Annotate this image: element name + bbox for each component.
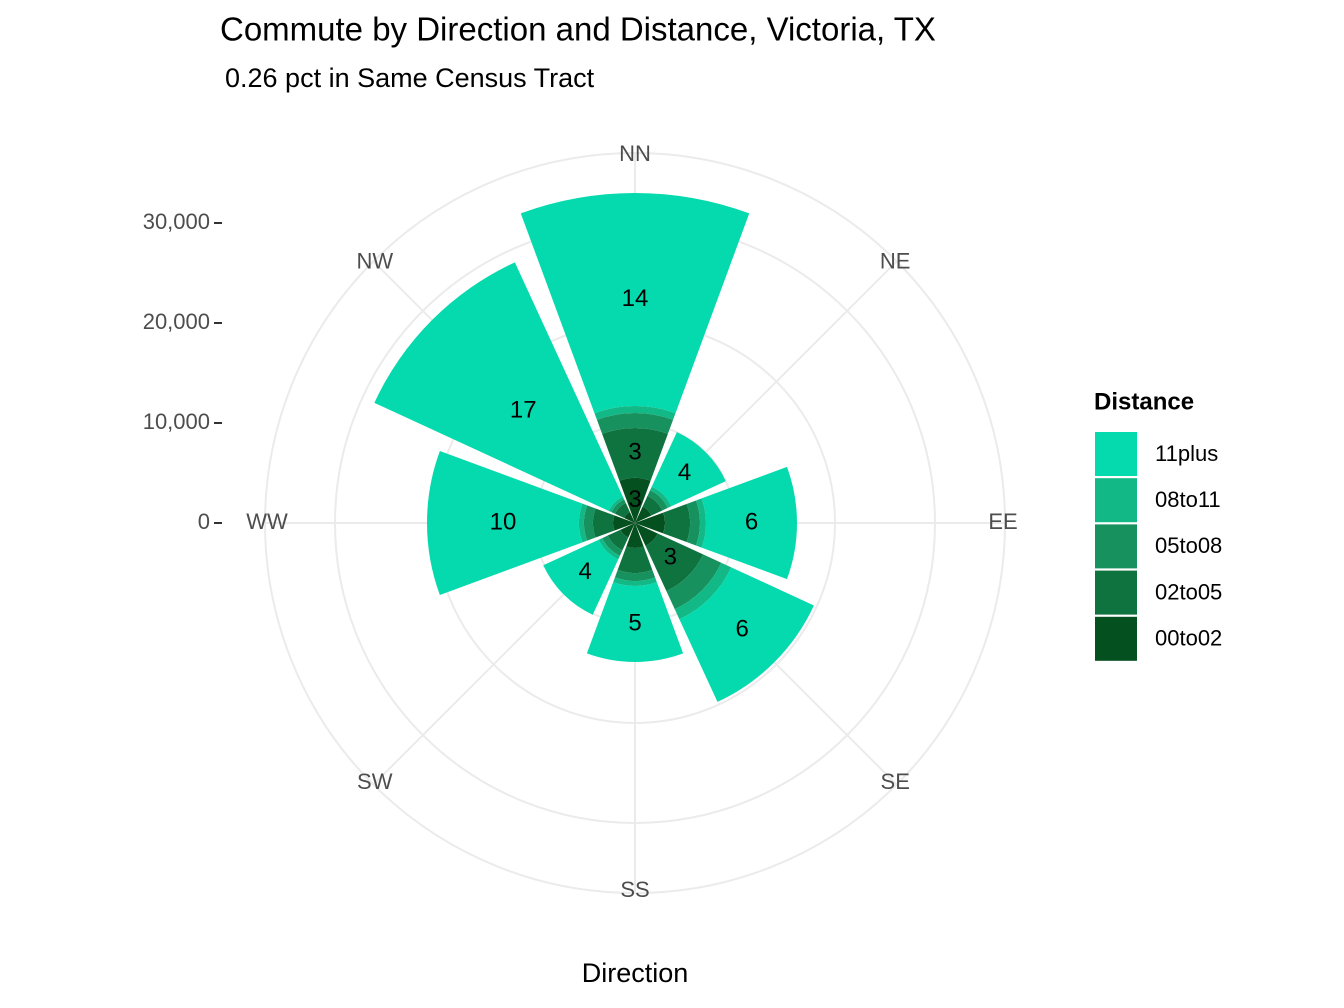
- bar-segment: [666, 554, 722, 610]
- legend-key: [1095, 570, 1137, 615]
- bar-label: 10: [490, 508, 517, 535]
- legend-title: Distance: [1094, 388, 1194, 415]
- bar-segment: [626, 523, 644, 548]
- bar-segment: [674, 562, 732, 620]
- bar-segment: [663, 503, 690, 543]
- bar-label: 3: [664, 544, 677, 571]
- bar-segment: [374, 262, 623, 511]
- legend-label: 05to08: [1155, 533, 1222, 558]
- legend-label: 02to05: [1155, 579, 1222, 604]
- x-tick-label: NW: [356, 249, 393, 274]
- bar-label: 14: [622, 285, 649, 312]
- bar-segment: [647, 490, 668, 511]
- bar-segment: [583, 505, 596, 541]
- bar-segment: [620, 523, 635, 538]
- chart-subtitle: 0.26 pct in Same Census Tract: [225, 63, 595, 93]
- bar-segment: [642, 495, 663, 516]
- legend-label: 08to11: [1155, 487, 1221, 512]
- x-tick-label: WW: [246, 509, 288, 534]
- bar-segment: [701, 466, 797, 580]
- bar-segment: [427, 451, 583, 595]
- bar-segment: [613, 515, 635, 531]
- bar-label: 5: [628, 609, 641, 636]
- y-tick-label: 10,000: [143, 409, 210, 434]
- bar-segment: [602, 535, 623, 556]
- y-tick-label: 30,000: [143, 209, 210, 234]
- bar-segment: [586, 582, 684, 662]
- y-tick-label: 20,000: [143, 309, 210, 334]
- legend-key: [1095, 616, 1137, 661]
- bar-label: 3: [628, 486, 641, 513]
- x-axis-title: Direction: [582, 958, 689, 988]
- x-tick-label: SE: [881, 769, 910, 794]
- bar-segment: [520, 193, 750, 414]
- bar-segment: [596, 412, 674, 434]
- bar-segment: [608, 496, 625, 513]
- bar-segment: [592, 508, 615, 538]
- x-tick-label: NN: [619, 141, 651, 166]
- bar-segment: [686, 500, 700, 546]
- chart-title: Commute by Direction and Distance, Victo…: [220, 11, 936, 48]
- x-tick-label: SW: [357, 769, 393, 794]
- legend-key: [1095, 524, 1137, 569]
- bar-label: 4: [578, 558, 591, 585]
- legend-key: [1095, 478, 1137, 523]
- bar-segment: [624, 512, 635, 523]
- bar-segment: [602, 428, 668, 481]
- bar-segment: [635, 523, 658, 546]
- bar-label: 6: [735, 615, 748, 642]
- bar-segment: [579, 503, 588, 543]
- y-tick-label: 0: [198, 509, 210, 534]
- bar-segment: [615, 503, 630, 518]
- bar-segment: [543, 539, 619, 615]
- bar-segment: [651, 432, 726, 507]
- legend-label: 11plus: [1155, 441, 1218, 466]
- x-tick-label: EE: [988, 509, 1017, 534]
- bar-segment: [619, 478, 651, 523]
- bar-segment: [635, 512, 665, 534]
- legend-key: [1095, 432, 1137, 476]
- bar-segment: [611, 499, 626, 514]
- bar-label: 17: [510, 397, 537, 424]
- bar-segment: [679, 567, 814, 702]
- bar-segment: [598, 538, 620, 560]
- bar-segment: [650, 486, 672, 508]
- bar-segment: [645, 533, 704, 592]
- x-tick-label: SS: [620, 877, 649, 902]
- bar-segment: [695, 498, 706, 548]
- bar-label: 4: [678, 459, 691, 486]
- bar-segment: [635, 506, 652, 523]
- bar-segment: [617, 546, 653, 573]
- x-tick-label: NE: [880, 249, 911, 274]
- bar-segment: [607, 529, 629, 551]
- bar-segment: [613, 577, 657, 587]
- bar-segment: [594, 406, 676, 420]
- bar-label: 3: [628, 438, 641, 465]
- bar-label: 6: [745, 508, 758, 535]
- legend-label: 00to02: [1155, 626, 1222, 651]
- bar-segment: [614, 569, 656, 582]
